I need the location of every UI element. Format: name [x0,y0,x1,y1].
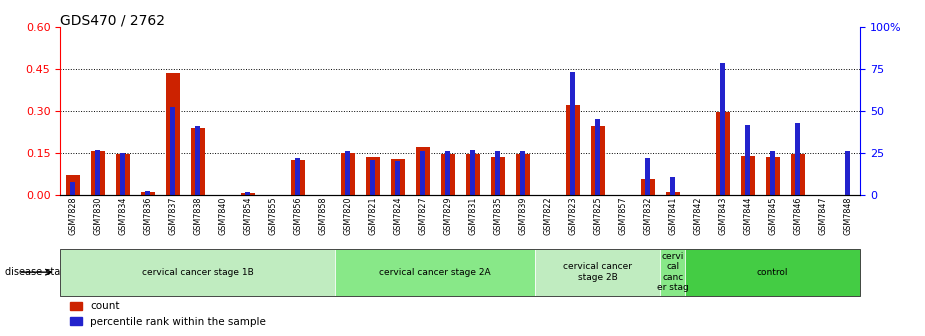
Bar [671,177,675,195]
Bar [466,154,479,195]
Legend: count, percentile rank within the sample: count, percentile rank within the sample [66,297,270,331]
Bar [491,157,504,195]
Bar [441,154,454,195]
Bar [591,126,605,195]
Bar [245,192,250,195]
Bar [390,159,404,195]
Bar [141,192,154,195]
Bar [340,153,354,195]
Bar [716,112,730,195]
Text: cervical cancer stage 2A: cervical cancer stage 2A [379,268,491,277]
Text: cervical cancer stage 1B: cervical cancer stage 1B [142,268,253,277]
Bar [70,182,75,195]
Text: cervi
cal
canc
er stag: cervi cal canc er stag [657,252,688,292]
Text: disease state: disease state [5,267,69,277]
Bar [646,159,650,195]
Bar [66,175,80,195]
Bar [365,157,379,195]
Bar [370,160,375,195]
Bar [796,124,800,195]
Bar [471,150,475,195]
Bar [771,152,775,195]
Text: GDS470 / 2762: GDS470 / 2762 [60,13,166,28]
Bar [571,72,575,195]
Text: cervical cancer
stage 2B: cervical cancer stage 2B [563,262,632,282]
Bar [516,154,530,195]
Bar [345,152,350,195]
Bar [295,159,300,195]
Bar [416,147,429,195]
Bar [166,73,179,195]
Bar [521,152,525,195]
Bar [120,153,125,195]
Bar [641,179,655,195]
Bar [496,152,500,195]
Bar [195,126,200,195]
Text: control: control [757,268,788,277]
Bar [170,107,175,195]
Bar [145,191,150,195]
Bar [95,150,100,195]
Bar [446,152,450,195]
Bar [91,152,105,195]
Bar [421,152,425,195]
Bar [845,152,850,195]
Bar [741,156,755,195]
Bar [766,157,780,195]
Bar [290,160,304,195]
Bar [240,194,254,195]
Bar [116,154,130,195]
Bar [191,128,204,195]
Bar [395,161,400,195]
Bar [666,192,680,195]
Bar [746,125,750,195]
Bar [566,105,580,195]
Bar [596,119,600,195]
Bar [791,154,805,195]
Bar [721,63,725,195]
